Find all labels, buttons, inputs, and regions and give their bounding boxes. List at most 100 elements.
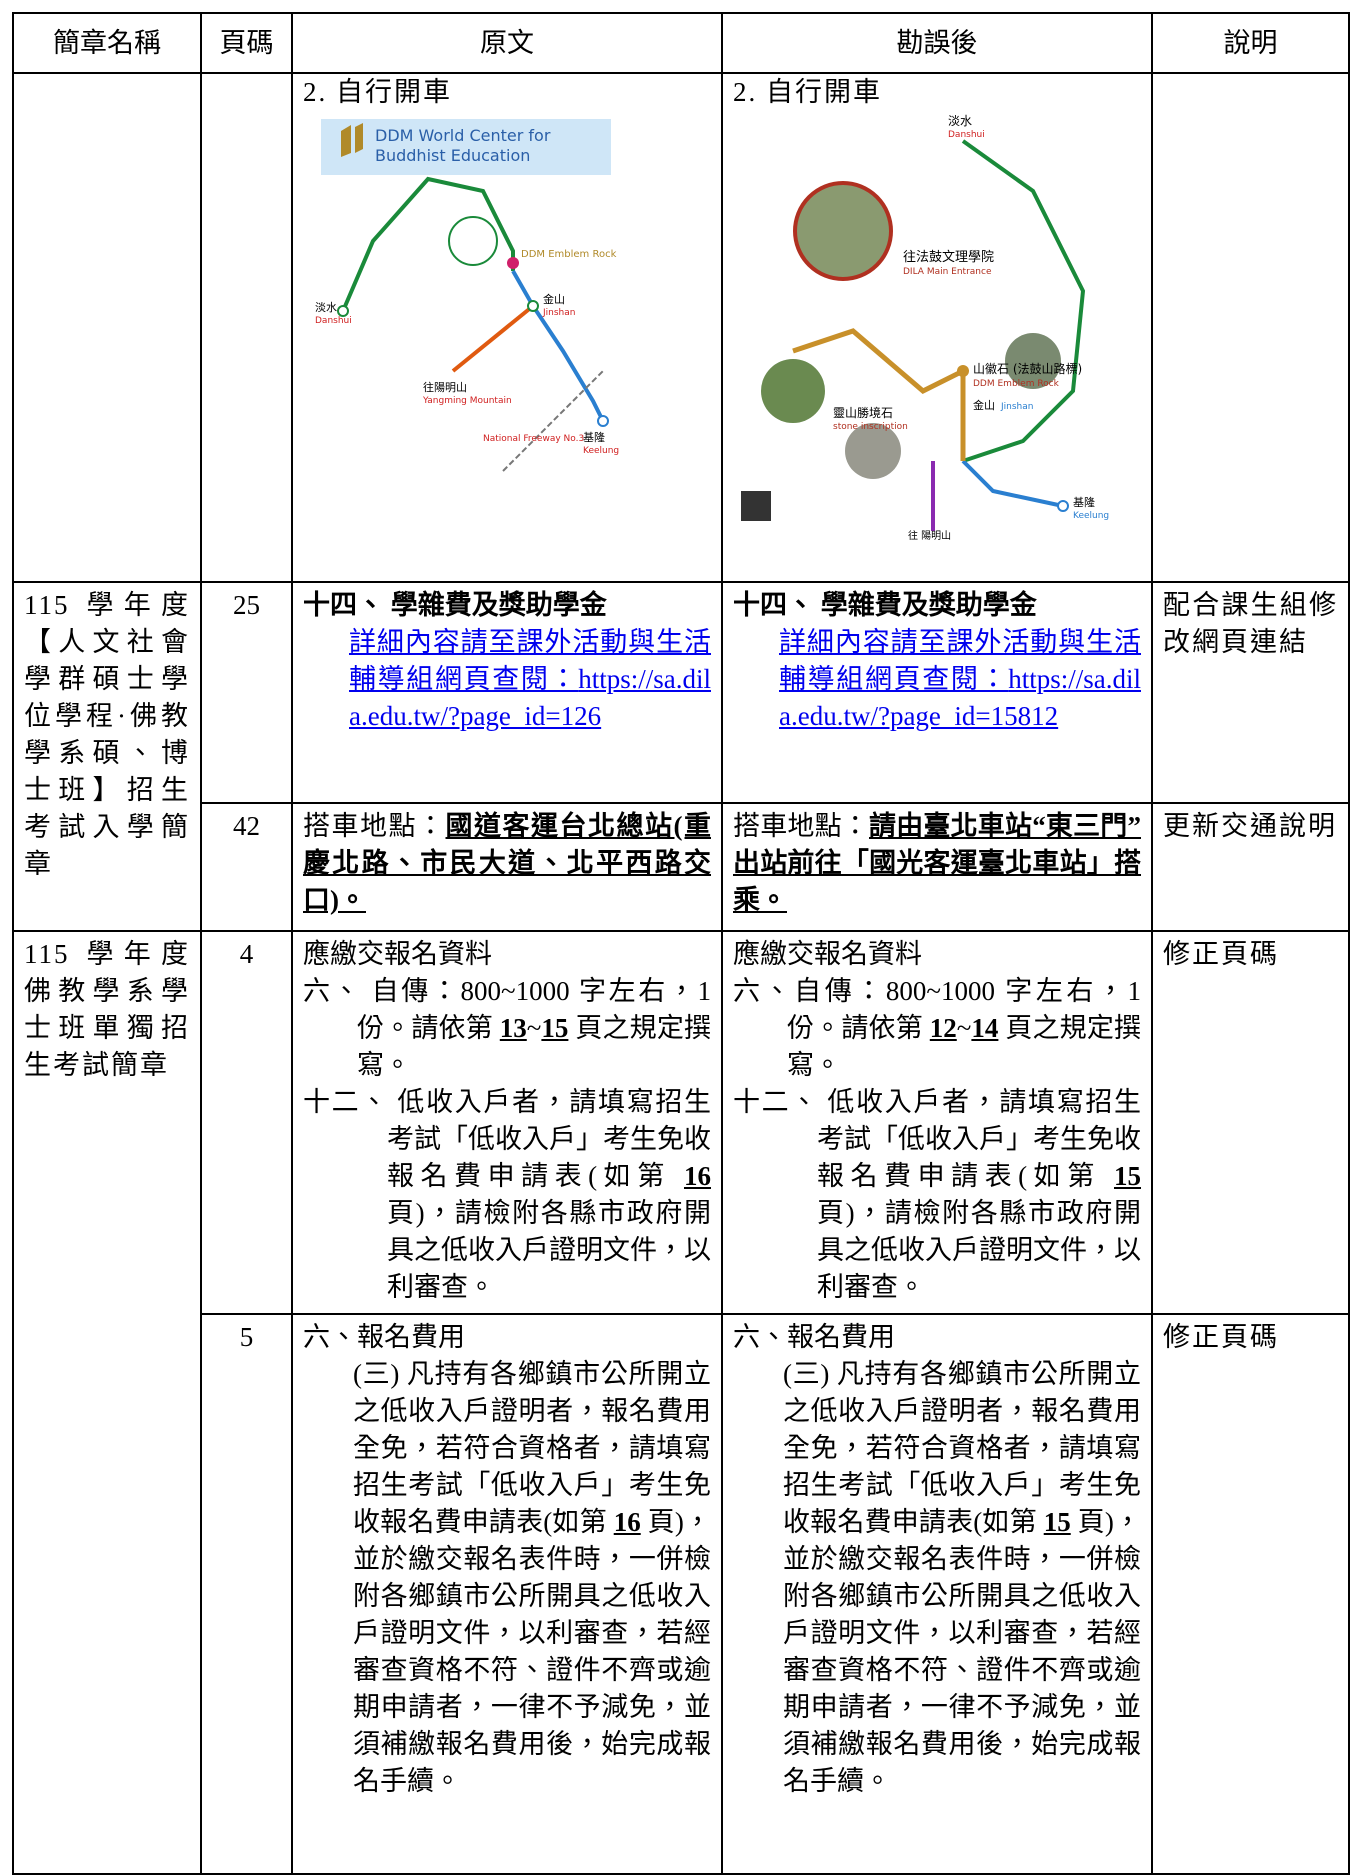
cell: 應繳交報名資料 六、自傳：800~1000 字左右，1 份。請依第 12~14 … bbox=[721, 930, 1153, 1315]
map-label: 金山 bbox=[973, 398, 995, 412]
url: https://sa.dila.edu.tw/?page_id=126 bbox=[349, 664, 711, 731]
header-cell: 原文 bbox=[291, 12, 723, 74]
text: ~ bbox=[956, 1013, 972, 1043]
text: 頁)，並於繳交報名表件時，一併檢附各鄉鎮市公所開具之低收入戶證明文件，以利審查，… bbox=[783, 1507, 1141, 1796]
row: 115 學年度佛教學系學士班單獨招生考試簡章 4 應繳交報名資料 六、 自傳：8… bbox=[12, 930, 1350, 1875]
logo bbox=[341, 123, 363, 157]
map-label: Danshui bbox=[948, 130, 985, 140]
cell: 十四、 學雜費及獎助學金 詳細內容請至課外活動與生活輔導組網頁查閱：https:… bbox=[721, 581, 1153, 804]
map-label: Keelung bbox=[1073, 511, 1109, 521]
map-title: Buddhist Education bbox=[375, 146, 530, 165]
map-label: 靈山勝境石 bbox=[833, 405, 893, 420]
map-label: Jinshan bbox=[542, 308, 575, 318]
text: (三) 凡持有各鄉鎮市公所開立之低收入戶證明者，報名費用全免，若符合資格者，請填… bbox=[353, 1359, 711, 1537]
cell: 2. 自行開車 淡水 Danshui 往法鼓文理學院 DILA Main Ent… bbox=[721, 72, 1153, 583]
errata-table: 簡章名稱 頁碼 原文 勘誤後 說明 2. 自行開車 DDM World Cent… bbox=[12, 12, 1350, 1875]
map-label: DDM Emblem Rock bbox=[973, 379, 1060, 389]
cell: 搭車地點：國道客運台北總站(重慶北路、市民大道、北平西路交口)。 bbox=[291, 802, 723, 932]
chapter-cell: 115 學年度【人文社會學群碩士學位學程·佛教學系碩、博士班】招生考試入學簡章 bbox=[12, 581, 202, 932]
map-label: National Freeway No.3 bbox=[483, 434, 584, 444]
item-number: 六、 bbox=[303, 976, 363, 1006]
cell bbox=[12, 72, 202, 583]
qr-code bbox=[741, 491, 771, 521]
map-label: Yangming Mountain bbox=[422, 396, 512, 406]
map-point bbox=[507, 257, 519, 269]
cell: 搭車地點：請由臺北車站“東三門”出站前往「國光客運臺北車站」搭乘。 bbox=[721, 802, 1153, 932]
route bbox=[511, 270, 605, 422]
map-point bbox=[527, 300, 539, 312]
emphasis: 13 bbox=[499, 1013, 527, 1043]
text: 頁之規定撰寫。 bbox=[357, 1013, 711, 1080]
photo bbox=[761, 359, 825, 423]
map-label: 淡水 bbox=[315, 301, 337, 314]
heading: 六、報名費用 bbox=[303, 1322, 465, 1352]
map-title: DDM World Center for bbox=[375, 126, 551, 145]
emphasis: 請由臺北車站“東三門”出站前往「國光客運臺北車站」搭乘。 bbox=[733, 811, 1141, 915]
cell bbox=[200, 72, 293, 583]
header-row: 簡章名稱 頁碼 原文 勘誤後 說明 bbox=[12, 12, 1350, 74]
cell bbox=[1151, 72, 1350, 583]
note-cell: 配合課生組修改網頁連結 bbox=[1151, 581, 1350, 804]
paragraph: 詳細內容請至課外活動與生活輔導組網頁查閱：https://sa.dila.edu… bbox=[733, 624, 1141, 735]
heading: 應繳交報名資料 bbox=[733, 939, 922, 969]
heading: 應繳交報名資料 bbox=[303, 939, 492, 969]
cell: 應繳交報名資料 六、 自傳：800~1000 字左右，1 份。請依第 13~15… bbox=[291, 930, 723, 1315]
text: (三) 凡持有各鄉鎮市公所開立之低收入戶證明者，報名費用全免，若符合資格者，請填… bbox=[783, 1359, 1141, 1537]
map-label: 金山 bbox=[543, 292, 565, 306]
row: 2. 自行開車 DDM World Center for Buddhist Ed… bbox=[12, 72, 1350, 583]
paragraph: 六、 自傳：800~1000 字左右，1 份。請依第 13~15 頁之規定撰寫。 bbox=[303, 973, 711, 1084]
map-label: Jinshan bbox=[1000, 402, 1033, 412]
map-label: 山徽石 (法鼓山路標) bbox=[973, 361, 1082, 376]
link[interactable]: 詳細內容請至課外活動與生活輔導組網頁查閱：https://sa.dila.edu… bbox=[779, 627, 1141, 731]
map-point bbox=[957, 365, 969, 377]
heading: 2. 自行開車 bbox=[303, 77, 452, 107]
emphasis: 14 bbox=[971, 1013, 999, 1043]
photo bbox=[793, 181, 893, 281]
cell: 十四、 學雜費及獎助學金 詳細內容請至課外活動與生活輔導組網頁查閱：https:… bbox=[291, 581, 723, 804]
header-cell: 簡章名稱 bbox=[12, 12, 202, 74]
item-number: 六、 bbox=[733, 976, 795, 1006]
text: 頁之規定撰寫。 bbox=[787, 1013, 1141, 1080]
note-cell: 修正頁碼 bbox=[1151, 930, 1350, 1315]
note-cell: 修正頁碼 bbox=[1151, 1313, 1350, 1875]
item-number: 十二、 bbox=[303, 1087, 389, 1117]
paragraph: 詳細內容請至課外活動與生活輔導組網頁查閱：https://sa.dila.edu… bbox=[303, 624, 711, 735]
route bbox=[792, 328, 966, 461]
heading: 十四、 學雜費及獎助學金 bbox=[303, 590, 607, 620]
map-label: Keelung bbox=[583, 446, 619, 456]
link-text: 詳細內容請至課外活動與生活輔導組網頁查閱： bbox=[349, 627, 711, 694]
map-point bbox=[1057, 500, 1069, 512]
logo-circle bbox=[448, 216, 498, 266]
route bbox=[961, 139, 1086, 463]
map-point bbox=[597, 415, 609, 427]
chapter-cell: 115 學年度佛教學系學士班單獨招生考試簡章 bbox=[12, 930, 202, 1875]
route bbox=[451, 304, 535, 373]
emphasis: 16 bbox=[613, 1507, 641, 1537]
map-label: Danshui bbox=[315, 316, 352, 326]
row: 115 學年度【人文社會學群碩士學位學程·佛教學系碩、博士班】招生考試入學簡章 … bbox=[12, 581, 1350, 932]
cell: 六、報名費用 (三) 凡持有各鄉鎮市公所開立之低收入戶證明者，報名費用全免，若符… bbox=[291, 1313, 723, 1875]
text: 自傳：800~1000 字左右，1 份。請依第 bbox=[787, 976, 1142, 1043]
page-cell: 42 bbox=[200, 802, 293, 932]
map-label: 基隆 bbox=[583, 430, 605, 444]
paragraph: (三) 凡持有各鄉鎮市公所開立之低收入戶證明者，報名費用全免，若符合資格者，請填… bbox=[733, 1356, 1141, 1800]
photo bbox=[1005, 333, 1061, 389]
cell: 六、報名費用 (三) 凡持有各鄉鎮市公所開立之低收入戶證明者，報名費用全免，若符… bbox=[721, 1313, 1153, 1875]
emphasis: 16 bbox=[684, 1161, 711, 1191]
paragraph: (三) 凡持有各鄉鎮市公所開立之低收入戶證明者，報名費用全免，若符合資格者，請填… bbox=[303, 1356, 711, 1800]
map-image: 淡水 Danshui 往法鼓文理學院 DILA Main Entrance 山徽… bbox=[741, 114, 1109, 542]
link[interactable]: 詳細內容請至課外活動與生活輔導組網頁查閱：https://sa.dila.edu… bbox=[349, 627, 711, 731]
page-cell: 4 bbox=[200, 930, 293, 1315]
text: ~ bbox=[526, 1013, 542, 1043]
emphasis: 15 bbox=[1043, 1507, 1071, 1537]
route bbox=[502, 370, 604, 472]
page: 簡章名稱 頁碼 原文 勘誤後 說明 2. 自行開車 DDM World Cent… bbox=[12, 12, 1350, 1875]
header-cell: 頁碼 bbox=[200, 12, 293, 74]
paragraph: 六、自傳：800~1000 字左右，1 份。請依第 12~14 頁之規定撰寫。 bbox=[733, 973, 1141, 1084]
item-number: 十二、 bbox=[733, 1087, 819, 1117]
header-cell: 勘誤後 bbox=[721, 12, 1153, 74]
route bbox=[341, 176, 515, 312]
text: 頁)，請檢附各縣市政府開具之低收入戶證明文件，以利審查。 bbox=[817, 1198, 1141, 1302]
emphasis: 15 bbox=[541, 1013, 569, 1043]
text: 頁)，請檢附各縣市政府開具之低收入戶證明文件，以利審查。 bbox=[387, 1198, 711, 1302]
